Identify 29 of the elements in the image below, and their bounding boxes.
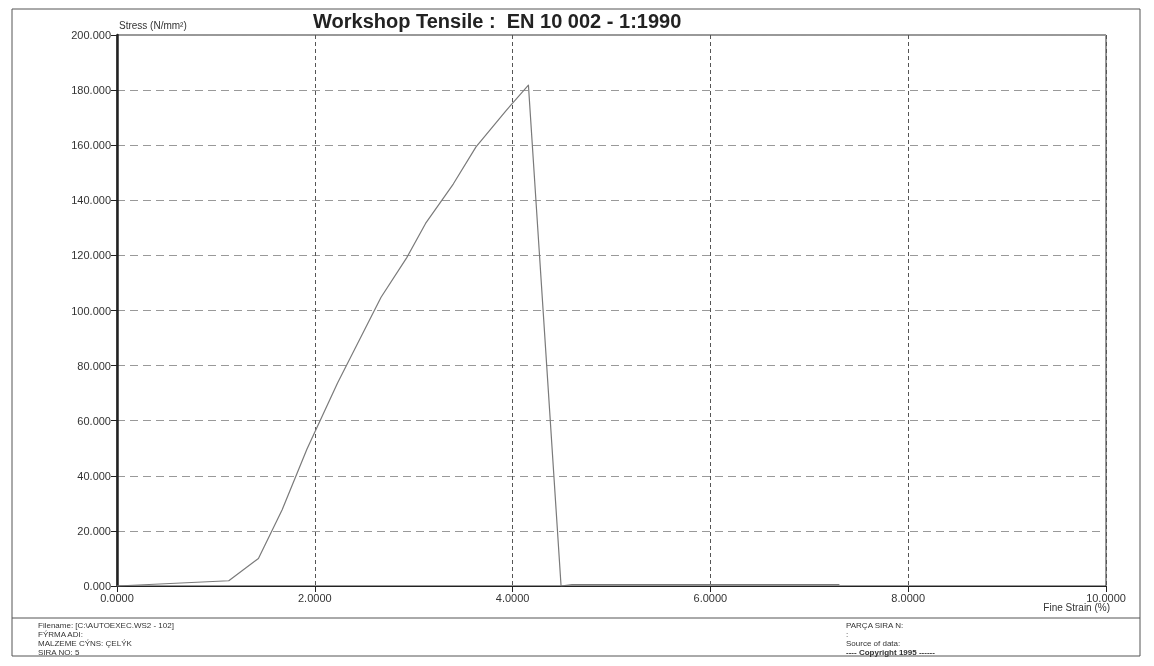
- text: Filename: [C:\AUTOEXEC.WS2 - 102]: [38, 620, 174, 630]
- y-tick-label: 180.000: [71, 84, 111, 97]
- y-tick-label: 80.000: [77, 359, 111, 372]
- y-tick-label: 40.000: [77, 469, 111, 482]
- y-tick-label: 100.000: [71, 304, 111, 317]
- x-axis-title: Fine Strain (%): [1043, 601, 1110, 613]
- y-tick-label: 120.000: [71, 249, 111, 262]
- y-tick-label: 140.000: [71, 194, 111, 207]
- x-tick-label: 6.0000: [693, 591, 728, 604]
- text: MALZEME CÝNS: ÇELÝK: [38, 638, 133, 648]
- text: FÝRMA ADI:: [38, 629, 83, 639]
- y-tick-label: 200.000: [71, 29, 111, 41]
- source-note: Source of data:: [846, 638, 901, 648]
- text: PARÇA SIRA N:: [846, 620, 904, 630]
- y-tick-label: 160.000: [71, 139, 111, 152]
- y-axis-title: Stress (N/mm²): [119, 19, 187, 31]
- y-tick-label: 0.000: [83, 580, 111, 592]
- y-tick-label: 60.000: [77, 414, 111, 427]
- x-tick-label: 10.0000: [1086, 591, 1126, 604]
- line-series: [116, 84, 840, 587]
- text: ---- Copyright 1995 ------: [846, 647, 936, 657]
- x-tick-label: 8.0000: [891, 591, 926, 604]
- x-tick-label: 4.0000: [495, 591, 530, 604]
- text: :: [846, 629, 849, 639]
- chart-title: Workshop Tensile : EN 10 002 - 1:1990: [313, 10, 682, 32]
- x-tick-label: 0.0000: [100, 591, 134, 604]
- x-tick-label: 2.0000: [297, 591, 332, 604]
- y-tick-label: 20.000: [77, 524, 111, 537]
- text: SIRA NO: 5: [38, 647, 80, 657]
